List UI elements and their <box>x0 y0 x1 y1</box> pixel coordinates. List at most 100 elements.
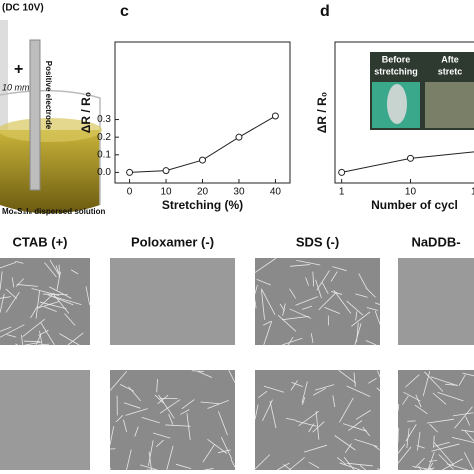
y-tick-label: 0.0 <box>97 167 111 178</box>
sem-fiber <box>39 330 43 346</box>
electrode <box>29 39 41 191</box>
charts: 0 10 20 30 40 0.0 0.1 0.2 0.3 Stretching (%) ΔR / … <box>79 41 474 212</box>
setup: (DC 10V) + Positive electrode 10 mm Mo₆S… <box>0 3 106 216</box>
sem-fiber <box>377 370 381 378</box>
sem-fiber <box>134 426 139 437</box>
sem-fiber <box>123 402 141 409</box>
sem-image <box>110 258 235 345</box>
sem-fiber <box>269 400 277 429</box>
sem-fiber <box>22 318 46 337</box>
sem-fiber <box>6 334 17 338</box>
sem-fiber <box>141 417 160 424</box>
sem-fiber <box>376 387 381 392</box>
x-tick-label: 100 <box>471 187 474 198</box>
sem-fiber <box>442 458 463 471</box>
sem-fiber <box>310 333 314 343</box>
sem-fiber <box>49 286 72 299</box>
sem-fiber <box>123 419 128 433</box>
sem-fiber <box>263 320 273 346</box>
sem-fiber <box>15 260 24 264</box>
sem-fiber <box>85 286 91 305</box>
sem-image <box>0 370 90 470</box>
sem-fiber <box>37 292 55 309</box>
sem-fiber <box>159 399 181 414</box>
sem-fiber <box>0 261 16 269</box>
panel-letter: d <box>320 3 330 20</box>
sem-fiber <box>44 262 57 278</box>
sem-fiber <box>217 449 231 454</box>
sem-fiber <box>415 394 422 408</box>
inset-photo <box>387 84 407 124</box>
distance: 10 mm <box>2 82 30 92</box>
sem-fiber <box>15 278 25 287</box>
sem-fiber <box>52 295 82 306</box>
sem-fiber <box>417 431 421 451</box>
sem-fiber <box>332 395 336 408</box>
sem-fiber <box>365 340 377 346</box>
plot-frame <box>334 41 474 184</box>
sem-fiber <box>427 462 434 471</box>
sem-fiber <box>202 444 215 463</box>
sem-fiber <box>289 457 305 471</box>
sem-fiber <box>465 416 471 426</box>
inset-label: Before <box>382 54 411 64</box>
sem-fiber <box>312 271 315 287</box>
sem-fiber <box>254 300 257 309</box>
sem-fiber <box>15 343 18 346</box>
sem-fiber <box>334 435 356 451</box>
y-tick-label: 0.3 <box>97 114 111 125</box>
sem-fiber <box>153 432 171 439</box>
sem-fiber <box>30 305 39 319</box>
sem-fiber <box>365 287 376 298</box>
sem-fiber <box>462 372 474 377</box>
sem-fiber <box>257 390 268 398</box>
sem-fiber <box>351 311 371 327</box>
sem-fiber <box>402 395 409 405</box>
sem-fiber <box>333 290 352 314</box>
sem-fiber <box>207 399 229 409</box>
sem-fiber <box>429 423 438 433</box>
sem-fiber <box>295 296 318 306</box>
sem-fiber <box>115 415 124 423</box>
sem-fiber <box>464 430 474 442</box>
y-axis-label: ΔR / R₀ <box>315 92 329 133</box>
sem-fiber <box>148 440 154 466</box>
data-line <box>341 151 474 173</box>
sem-fiber <box>256 278 271 286</box>
sem-fiber <box>139 464 158 471</box>
sem-fiber <box>47 294 74 306</box>
sem-fiber <box>35 290 40 319</box>
sem-fiber <box>220 437 233 460</box>
data-point <box>235 133 243 141</box>
sem-fiber <box>0 296 11 299</box>
x-tick-label: 40 <box>270 187 282 198</box>
sem-fiber <box>40 322 55 346</box>
sem-fiber <box>437 391 464 402</box>
sem-fiber <box>452 412 474 417</box>
sem-fiber <box>200 401 220 405</box>
sem-fiber <box>38 343 50 346</box>
sem-fiber <box>64 313 76 326</box>
sem-fiber <box>5 288 17 299</box>
sem-fiber <box>289 264 311 267</box>
sem-fiber <box>424 371 444 392</box>
sem-fiber <box>404 374 420 388</box>
sem-fiber <box>451 436 474 443</box>
sem-fiber <box>316 270 330 291</box>
sem-fiber <box>344 443 352 453</box>
beaker <box>0 89 101 205</box>
sem-fiber <box>355 311 358 321</box>
sem-fiber <box>330 271 338 282</box>
x-tick-label: 1 <box>339 187 345 198</box>
sem-fiber <box>70 269 79 275</box>
sem-fiber <box>308 461 320 469</box>
plus: + <box>14 61 23 78</box>
sem-fiber <box>461 429 474 433</box>
data-point <box>162 167 170 175</box>
sem-fiber <box>197 371 213 378</box>
sem-fiber <box>148 451 152 471</box>
sem-fiber <box>403 391 421 402</box>
sem-fiber <box>157 394 169 405</box>
sem-fiber <box>458 374 466 386</box>
sem-fiber <box>302 396 306 405</box>
